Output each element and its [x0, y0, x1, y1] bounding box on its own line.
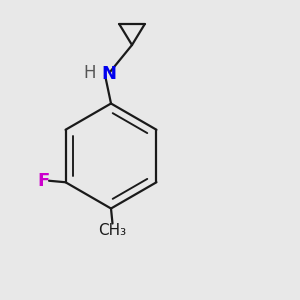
Text: CH₃: CH₃ [98, 223, 127, 238]
Text: H: H [83, 64, 96, 82]
Text: N: N [101, 65, 116, 83]
Text: F: F [37, 172, 49, 190]
